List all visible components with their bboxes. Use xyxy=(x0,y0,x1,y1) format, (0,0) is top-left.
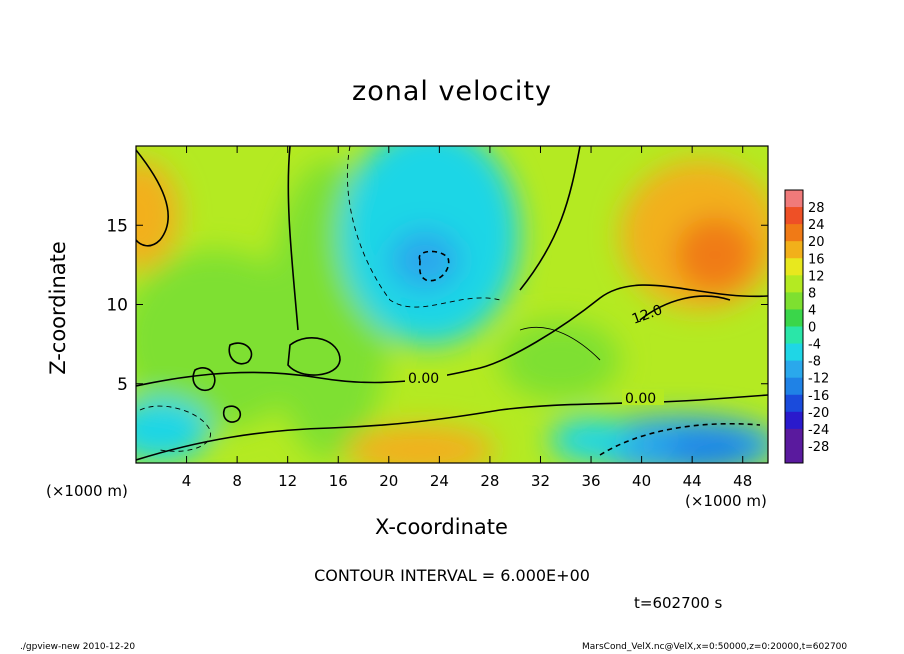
region-warm-upper-left xyxy=(136,160,180,270)
colorbar-swatch xyxy=(785,343,803,362)
contour-neg-lower-right xyxy=(599,422,761,456)
region-blue-upper xyxy=(390,230,460,290)
y-axis-unit: (×1000 m) xyxy=(46,482,128,500)
x-tick-label: 32 xyxy=(531,472,550,490)
time-label: t=602700 s xyxy=(634,594,723,612)
x-axis: 4 8 12 16 20 24 28 32 36 40 44 48 xyxy=(182,146,752,490)
colorbar-tick-label: -24 xyxy=(808,423,829,438)
colorbar-frame xyxy=(784,189,804,464)
contour-thin-right xyxy=(519,326,601,361)
colorbar-tick-label: 12 xyxy=(808,269,825,284)
x-tick-label: 28 xyxy=(480,472,499,490)
colorbar-tick-label: -16 xyxy=(808,389,829,404)
contour-label: 0.00 xyxy=(408,371,439,387)
colorbar-swatch xyxy=(785,411,803,430)
colorbar-swatch xyxy=(785,258,803,276)
colorbar-swatch xyxy=(785,275,803,293)
colorbar-tick-label: 24 xyxy=(808,218,825,233)
x-tick-label: 24 xyxy=(430,472,449,490)
colorbar-swatch xyxy=(785,377,803,396)
x-axis-label: X-coordinate xyxy=(375,515,508,539)
contour-zero-lower xyxy=(136,394,768,461)
contour-lines xyxy=(136,146,768,461)
colorbar-swatch xyxy=(785,224,803,242)
x-tick-label: 20 xyxy=(379,472,398,490)
footer-left: ./gpview-new 2010-12-20 xyxy=(20,642,136,652)
colorbar-swatch xyxy=(785,309,803,327)
colorbar-swatch xyxy=(785,292,803,310)
colorbar: 28 24 20 16 12 8 4 0 -4 -8 -12 -16 -20 -24 -28 xyxy=(784,189,829,464)
colorbar-tick-label: 0 xyxy=(808,321,816,336)
region-green-left xyxy=(136,250,310,430)
colorbar-tick-label: 28 xyxy=(808,201,825,216)
chart-title: zonal velocity xyxy=(352,76,552,107)
colorbar-tick-label: 16 xyxy=(808,252,825,267)
colorbar-tick-label: -8 xyxy=(808,355,821,370)
colorbar-swatch xyxy=(785,360,803,379)
colorbar-swatch xyxy=(785,241,803,259)
contour-neg-upper xyxy=(346,146,501,308)
colorbar-tick-label: -20 xyxy=(808,406,829,421)
y-tick-label: 10 xyxy=(106,296,128,316)
region-cool-lower-left xyxy=(136,398,210,462)
contour-twelve xyxy=(639,295,731,321)
colorbar-swatch xyxy=(785,190,803,208)
x-axis-unit: (×1000 m) xyxy=(685,492,767,510)
contour-blob-1 xyxy=(192,367,216,392)
contour-blob-4 xyxy=(222,405,242,423)
contour-blob-3 xyxy=(287,336,341,376)
contour-field: 0.00 0.00 12.0 xyxy=(136,146,768,463)
contour-vertical xyxy=(287,146,299,331)
y-tick-label: 5 xyxy=(117,375,128,395)
x-tick-label: 16 xyxy=(329,472,348,490)
contour-label: 0.00 xyxy=(625,391,656,407)
region-min-lower-right xyxy=(665,430,755,463)
y-axis-label: Z-coordinate xyxy=(46,241,70,375)
region-green-right xyxy=(500,320,620,400)
x-tick-label: 44 xyxy=(683,472,702,490)
region-max-upper-right xyxy=(675,217,755,293)
x-tick-label: 48 xyxy=(733,472,752,490)
x-tick-label: 36 xyxy=(581,472,600,490)
colorbar-tick-label: 20 xyxy=(808,235,825,250)
colorbar-swatch xyxy=(785,394,803,413)
contour-zero-main xyxy=(136,284,768,387)
region-cool-bottom-mid xyxy=(550,418,630,462)
x-tick-label: 40 xyxy=(632,472,651,490)
colorbar-swatch xyxy=(785,326,803,345)
colorbar-tick-label: 8 xyxy=(808,286,816,301)
colorbar-tick-label: -12 xyxy=(808,372,829,387)
colorbar-tick-label: -28 xyxy=(808,440,829,455)
y-axis: 5 10 15 xyxy=(106,216,768,395)
colorbar-swatch xyxy=(785,445,803,464)
contour-neg-lower-left xyxy=(139,405,212,452)
colorbar-swatch xyxy=(785,428,803,447)
x-tick-label: 4 xyxy=(182,472,192,490)
colorbar-swatch xyxy=(785,207,803,225)
footer-right: MarsCond_VelX.nc@VelX,x=0:50000,z=0:2000… xyxy=(582,642,848,652)
x-tick-label: 12 xyxy=(278,472,297,490)
x-tick-label: 8 xyxy=(232,472,242,490)
contour-interval: CONTOUR INTERVAL = 6.000E+00 xyxy=(314,566,590,585)
contour-blob-2 xyxy=(228,342,253,365)
y-tick-label: 15 xyxy=(106,216,128,236)
colorbar-tick-label: 4 xyxy=(808,303,816,318)
contour-min-closed xyxy=(418,250,450,282)
contour-upper-left xyxy=(136,149,169,247)
region-warm-bottom xyxy=(345,425,495,463)
contour-upper-right xyxy=(519,146,581,291)
colorbar-tick-label: -4 xyxy=(808,338,821,353)
